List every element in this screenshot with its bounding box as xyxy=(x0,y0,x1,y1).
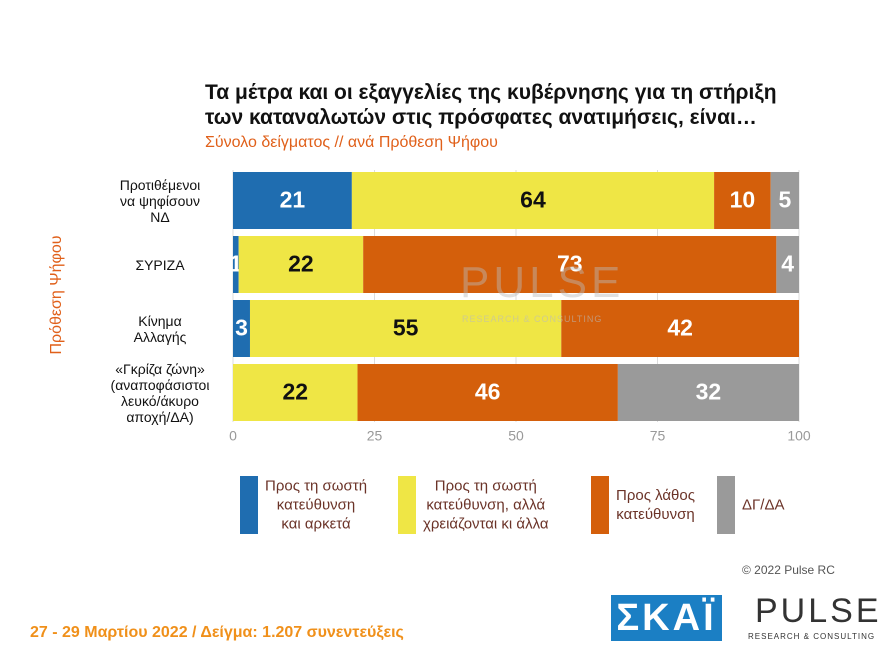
legend-swatch xyxy=(591,476,609,534)
value-label: 73 xyxy=(557,251,583,277)
value-label: 5 xyxy=(778,187,791,213)
bar-segment xyxy=(561,300,799,357)
chart-subtitle: Σύνολο δείγματος // ανά Πρόθεση Ψήφου xyxy=(205,134,498,151)
bar-segment xyxy=(770,172,799,229)
y-axis-label: Πρόθεση Ψήφου xyxy=(48,235,65,355)
value-label: 64 xyxy=(520,187,546,213)
bar-segment xyxy=(238,236,364,293)
x-tick-label: 0 xyxy=(229,428,237,444)
bar-segment xyxy=(351,172,715,229)
pulse-logo: PULSE xyxy=(755,592,880,630)
value-label: 22 xyxy=(288,251,314,277)
value-label: 42 xyxy=(667,315,693,341)
legend-label: Προς λάθος κατεύθυνση xyxy=(616,487,695,523)
category-label: «Γκρίζα ζώνη» (αναποφάσιστοι λευκό/άκυρο… xyxy=(110,360,210,425)
footer-note: 27 - 29 Μαρτίου 2022 / Δείγμα: 1.207 συν… xyxy=(30,624,404,641)
bar-segment xyxy=(233,172,352,229)
bar-segment xyxy=(233,236,239,293)
legend-swatch xyxy=(240,476,258,534)
x-tick-label: 50 xyxy=(508,428,524,444)
bar-segment xyxy=(357,364,618,421)
skai-logo: ΣΚΑΪ xyxy=(611,595,722,641)
x-tick-label: 100 xyxy=(787,428,811,444)
bar-segment xyxy=(714,172,771,229)
chart-title: Τα μέτρα και οι εξαγγελίες της κυβέρνηση… xyxy=(205,81,777,129)
copyright: © 2022 Pulse RC xyxy=(742,563,835,577)
bar-segment xyxy=(249,300,562,357)
watermark-tagline: RESEARCH & CONSULTING xyxy=(462,314,603,324)
value-label: 55 xyxy=(393,315,419,341)
bar-segment xyxy=(776,236,799,293)
legend-swatch xyxy=(398,476,416,534)
x-tick-label: 25 xyxy=(367,428,383,444)
value-label: 46 xyxy=(475,379,501,405)
bar-segment xyxy=(363,236,777,293)
value-label: 32 xyxy=(696,379,722,405)
value-label: 10 xyxy=(730,187,756,213)
bar-segment xyxy=(617,364,799,421)
watermark: PULSE xyxy=(460,258,625,307)
x-tick-label: 75 xyxy=(650,428,666,444)
legend-swatch xyxy=(717,476,735,534)
pulse-logo-tagline: RESEARCH & CONSULTING xyxy=(748,632,876,641)
bar-segment xyxy=(233,364,358,421)
legend-label: ΔΓ/ΔΑ xyxy=(742,496,785,514)
legend-label: Προς τη σωστή κατεύθυνση και αρκετά xyxy=(265,477,368,533)
value-label: 22 xyxy=(282,379,308,405)
value-label: 4 xyxy=(781,251,794,277)
bar-segment xyxy=(233,300,250,357)
category-label: ΣΥΡΙΖΑ xyxy=(135,256,185,273)
value-label: 21 xyxy=(280,187,306,213)
legend-label: Προς τη σωστή κατεύθυνση, αλλά χρειάζοντ… xyxy=(423,477,549,533)
category-label: Προτιθέμενοι να ψηφίσουν ΝΔ xyxy=(119,176,201,225)
value-label: 3 xyxy=(235,315,248,341)
category-label: Κίνημα Αλλαγής xyxy=(133,312,187,345)
